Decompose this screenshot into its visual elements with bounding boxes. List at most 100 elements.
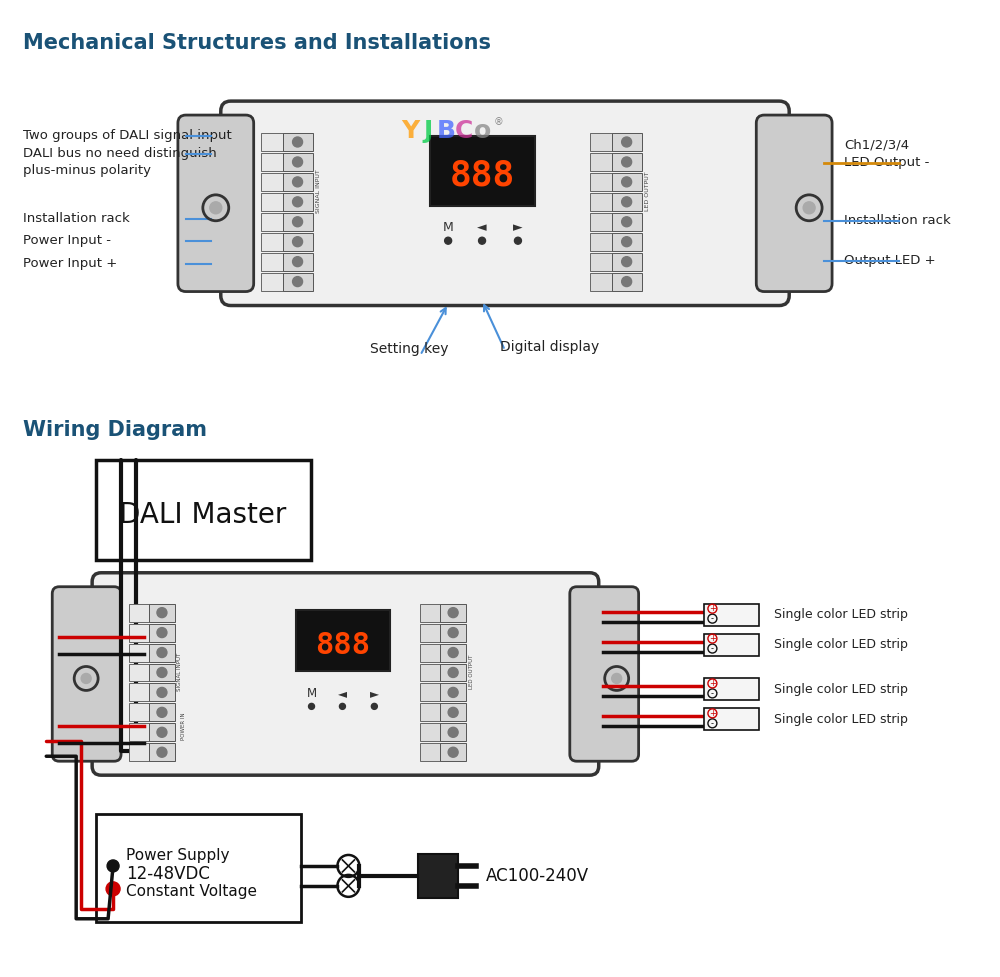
Bar (149, 723, 175, 742)
Bar (129, 703, 149, 721)
FancyBboxPatch shape (178, 115, 254, 291)
Text: AC100-240V: AC100-240V (486, 867, 589, 885)
Circle shape (622, 137, 632, 147)
Text: Power Supply: Power Supply (126, 848, 230, 864)
Bar (420, 703, 440, 721)
Bar (704, 708, 759, 731)
Circle shape (293, 217, 303, 227)
Circle shape (157, 648, 167, 658)
Bar (612, 173, 642, 191)
Bar (612, 153, 642, 171)
Bar (590, 213, 612, 231)
Bar (612, 192, 642, 211)
Text: DALI Master: DALI Master (119, 501, 287, 529)
Text: -: - (711, 719, 714, 728)
Circle shape (371, 703, 377, 709)
Circle shape (448, 727, 458, 738)
Text: C: C (455, 119, 473, 143)
Bar (96, 460, 311, 560)
Bar (149, 604, 175, 621)
Bar (612, 253, 642, 271)
Circle shape (309, 703, 315, 709)
Circle shape (622, 276, 632, 286)
Text: Single color LED strip: Single color LED strip (774, 713, 908, 726)
Bar (704, 634, 759, 656)
Text: 888: 888 (449, 159, 515, 192)
Circle shape (622, 157, 632, 167)
FancyBboxPatch shape (52, 587, 121, 761)
Bar (261, 233, 283, 251)
Bar (129, 684, 149, 701)
Text: M: M (306, 687, 317, 700)
Circle shape (293, 177, 303, 187)
Circle shape (448, 667, 458, 677)
Text: Two groups of DALI signal input: Two groups of DALI signal input (23, 129, 232, 142)
Text: LED OUTPUT: LED OUTPUT (469, 655, 474, 689)
Bar (149, 703, 175, 721)
Bar (149, 743, 175, 761)
Circle shape (106, 882, 120, 896)
Circle shape (157, 667, 167, 677)
Bar (590, 173, 612, 191)
Text: Y: Y (401, 119, 419, 143)
Bar (420, 663, 440, 681)
Bar (261, 213, 283, 231)
Bar (590, 273, 612, 290)
Bar (440, 663, 466, 681)
Text: Ch1/2/3/4: Ch1/2/3/4 (844, 139, 909, 152)
Text: plus-minus polarity: plus-minus polarity (23, 164, 151, 177)
Text: Installation rack: Installation rack (844, 214, 951, 227)
Bar (283, 273, 313, 290)
Text: M: M (443, 221, 454, 234)
Circle shape (622, 177, 632, 187)
Text: 888: 888 (315, 631, 370, 660)
Text: ◄: ◄ (338, 687, 347, 700)
Text: +: + (709, 679, 716, 688)
Bar (129, 723, 149, 742)
Circle shape (622, 236, 632, 246)
Bar (261, 253, 283, 271)
Circle shape (157, 688, 167, 698)
Bar (440, 623, 466, 642)
Circle shape (157, 707, 167, 717)
Text: SIGNAL INPUT: SIGNAL INPUT (177, 653, 182, 691)
Bar (283, 233, 313, 251)
FancyBboxPatch shape (756, 115, 832, 291)
Circle shape (622, 196, 632, 207)
Circle shape (157, 608, 167, 617)
Circle shape (448, 648, 458, 658)
Circle shape (293, 236, 303, 246)
Text: Constant Voltage: Constant Voltage (126, 884, 257, 900)
Bar (590, 153, 612, 171)
Bar (440, 743, 466, 761)
Bar (612, 133, 642, 151)
FancyBboxPatch shape (221, 101, 789, 306)
Text: -: - (711, 689, 714, 698)
Circle shape (293, 257, 303, 267)
Circle shape (448, 627, 458, 638)
Bar (261, 153, 283, 171)
Bar (612, 233, 642, 251)
Bar (283, 153, 313, 171)
Text: ®: ® (494, 117, 504, 127)
Text: DALI bus no need distinguish: DALI bus no need distinguish (23, 147, 217, 160)
Circle shape (612, 673, 622, 684)
Text: B: B (437, 119, 456, 143)
Circle shape (210, 202, 222, 214)
Bar (149, 663, 175, 681)
Text: Single color LED strip: Single color LED strip (774, 608, 908, 621)
Text: +: + (709, 709, 716, 718)
Circle shape (293, 196, 303, 207)
Text: o: o (473, 119, 491, 143)
FancyBboxPatch shape (570, 587, 639, 761)
Bar (129, 743, 149, 761)
Bar (261, 173, 283, 191)
Text: -: - (711, 644, 714, 653)
Bar (590, 133, 612, 151)
Bar (704, 678, 759, 701)
Text: J: J (424, 119, 433, 143)
Bar (261, 133, 283, 151)
Bar (261, 192, 283, 211)
Circle shape (293, 157, 303, 167)
Bar (283, 192, 313, 211)
